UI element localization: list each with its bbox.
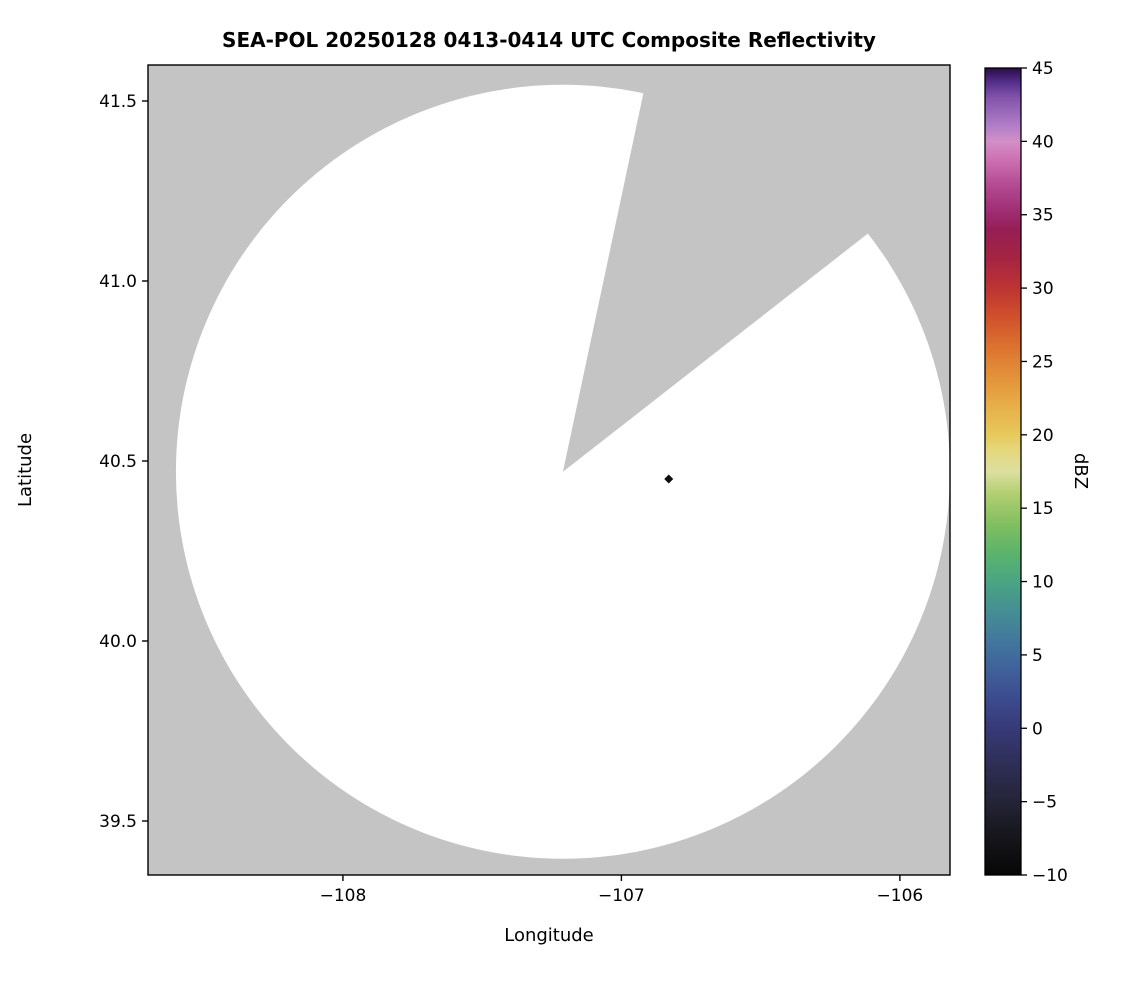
y-tick-label: 40.5 (99, 452, 137, 472)
y-tick-label: 40.0 (99, 632, 137, 652)
y-tick-label: 39.5 (99, 812, 137, 832)
colorbar-tick-label: 40 (1032, 132, 1054, 152)
y-axis-label: Latitude (15, 432, 36, 508)
colorbar-tick-label: 10 (1032, 573, 1054, 593)
colorbar-tick-label: −5 (1032, 793, 1057, 813)
x-tick-label: −108 (320, 886, 367, 906)
map-layer (148, 65, 950, 875)
x-axis-label: Longitude (504, 925, 594, 946)
blocked-sector-wedge (562, 68, 888, 472)
y-tick-label: 41.0 (99, 272, 137, 292)
colorbar-tick-label: 35 (1032, 206, 1054, 226)
colorbar-tick-label: 5 (1032, 646, 1043, 666)
plot-border (147, 64, 951, 876)
x-axis: −108 −107 −106 (320, 875, 924, 906)
chart-title: SEA-POL 20250128 0413-0414 UTC Composite… (222, 28, 876, 52)
colorbar-tick-label: 45 (1032, 59, 1054, 79)
y-tick-label: 41.5 (99, 92, 137, 112)
colorbar-label: dBZ (1070, 452, 1091, 490)
colorbar-tick-label: 15 (1032, 499, 1054, 519)
colorbar-tick-label: 30 (1032, 279, 1054, 299)
colorbar-tick-label: 20 (1032, 426, 1054, 446)
x-tick-label: −107 (598, 886, 645, 906)
colorbar: −10 −5 0 5 10 15 20 25 30 35 40 45 (984, 59, 1068, 886)
y-axis: 39.5 40.0 40.5 41.0 41.5 (99, 92, 148, 832)
colorbar-tick-label: −10 (1032, 866, 1068, 886)
x-tick-label: −106 (877, 886, 924, 906)
colorbar-tick-label: 0 (1032, 719, 1043, 739)
radar-echo (664, 474, 674, 484)
colorbar-tick-label: 25 (1032, 352, 1054, 372)
